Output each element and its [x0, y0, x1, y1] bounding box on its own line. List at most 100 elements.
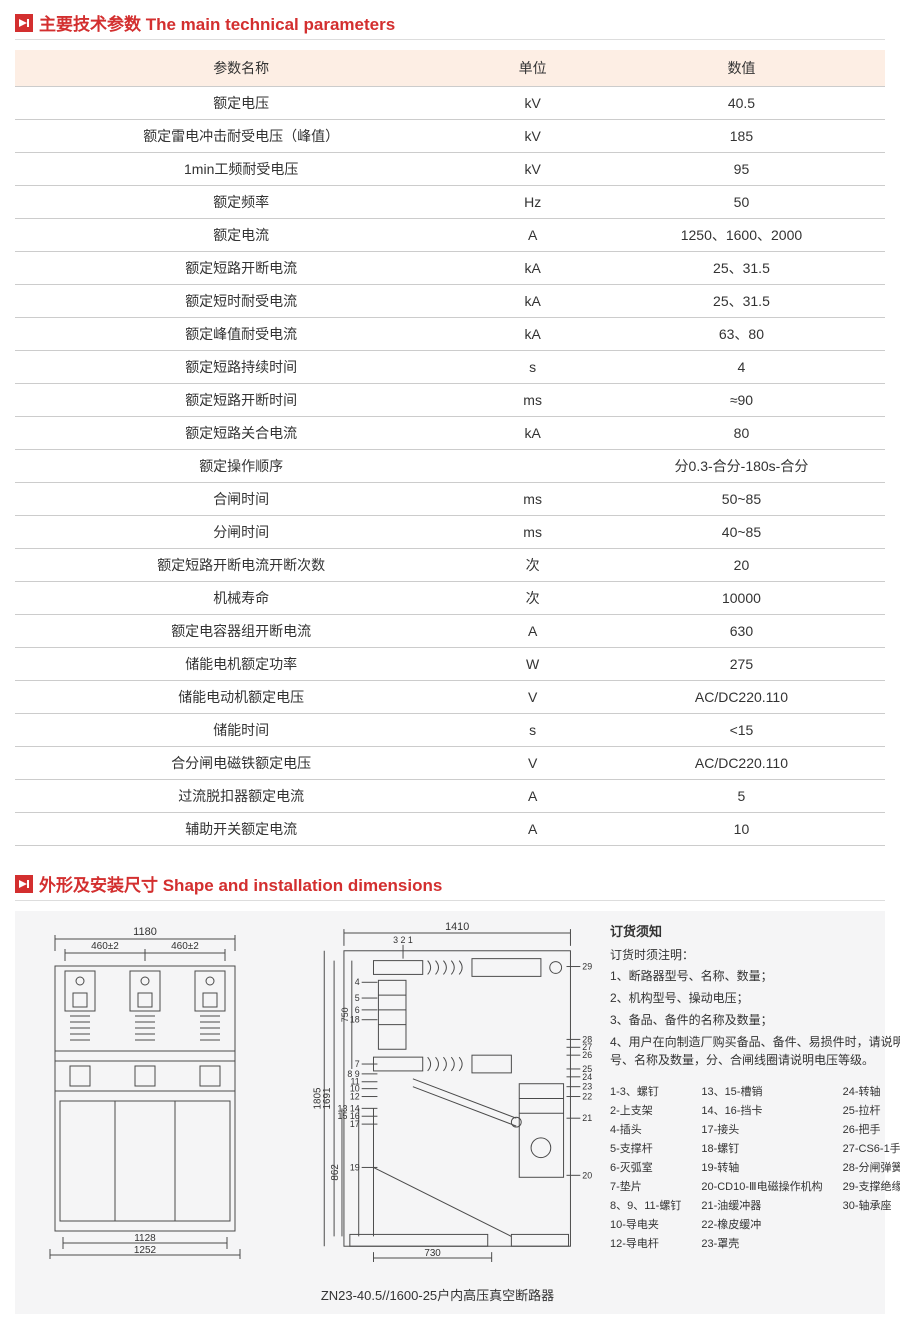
table-row: 储能电机额定功率W275 — [15, 648, 885, 681]
table-row: 额定操作顺序分0.3-合分-180s-合分 — [15, 450, 885, 483]
table-row: 分闸时间ms40~85 — [15, 516, 885, 549]
order-item: 3、备品、备件的名称及数量； — [610, 1011, 900, 1029]
cell-value: 95 — [598, 153, 885, 186]
svg-text:1691: 1691 — [322, 1088, 333, 1110]
parts-item: 17-接头 — [701, 1121, 822, 1137]
cell-unit: 次 — [467, 582, 598, 615]
cell-name: 额定雷电冲击耐受电压（峰值） — [15, 120, 467, 153]
parts-item: 8、9、11-螺钉 — [610, 1197, 681, 1213]
parts-item: 21-油缓冲器 — [701, 1197, 822, 1213]
cell-name: 额定短时耐受电流 — [15, 285, 467, 318]
svg-text:19: 19 — [350, 1162, 360, 1172]
cell-name: 机械寿命 — [15, 582, 467, 615]
svg-text:862: 862 — [330, 1164, 341, 1180]
svg-text:1410: 1410 — [445, 921, 469, 933]
parts-item: 6-灭弧室 — [610, 1159, 681, 1175]
cell-unit: A — [467, 219, 598, 252]
cell-value: 10000 — [598, 582, 885, 615]
table-row: 额定短路关合电流kA80 — [15, 417, 885, 450]
cell-name: 额定短路开断电流 — [15, 252, 467, 285]
cell-value: 275 — [598, 648, 885, 681]
table-row: 机械寿命次10000 — [15, 582, 885, 615]
drawing-side: 1410 — [275, 921, 600, 1304]
cell-name: 额定短路持续时间 — [15, 351, 467, 384]
cell-unit: Hz — [467, 186, 598, 219]
svg-text:12: 12 — [350, 1091, 360, 1101]
svg-text:5: 5 — [355, 993, 360, 1003]
cell-value: 20 — [598, 549, 885, 582]
cell-value: 10 — [598, 813, 885, 846]
cell-value: 50 — [598, 186, 885, 219]
order-items: 1、断路器型号、名称、数量；2、机构型号、操动电压；3、备品、备件的名称及数量；… — [610, 967, 900, 1069]
svg-text:20: 20 — [582, 1170, 592, 1180]
section2-header: 外形及安装尺寸 Shape and installation dimension… — [15, 871, 885, 901]
parts-item: 18-螺钉 — [701, 1140, 822, 1156]
cell-name: 合闸时间 — [15, 483, 467, 516]
table-row: 合分闸电磁铁额定电压VAC/DC220.110 — [15, 747, 885, 780]
cell-name: 额定电流 — [15, 219, 467, 252]
parts-item: 10-导电夹 — [610, 1216, 681, 1232]
chevron-icon — [15, 875, 33, 893]
cell-unit: ms — [467, 516, 598, 549]
th-name: 参数名称 — [15, 50, 467, 87]
order-subtitle: 订货时须注明： — [610, 946, 900, 963]
table-row: 额定峰值耐受电流kA63、80 — [15, 318, 885, 351]
cell-name: 额定短路开断电流开断次数 — [15, 549, 467, 582]
chevron-icon — [15, 14, 33, 32]
cell-name: 1min工频耐受电压 — [15, 153, 467, 186]
drawing-front: 1180 460±2 460±2 — [25, 921, 265, 1304]
parts-col1: 1-3、螺钉2-上支架4-插头5-支撑杆6-灭弧室7-垫片8、9、11-螺钉10… — [610, 1083, 681, 1254]
cell-value: 5 — [598, 780, 885, 813]
svg-text:1252: 1252 — [134, 1245, 157, 1256]
svg-text:24: 24 — [582, 1072, 592, 1082]
cell-value: 63、80 — [598, 318, 885, 351]
table-row: 额定短时耐受电流kA25、31.5 — [15, 285, 885, 318]
cell-unit: A — [467, 813, 598, 846]
table-header-row: 参数名称 单位 数值 — [15, 50, 885, 87]
parts-col2: 13、15-槽销14、16-挡卡17-接头18-螺钉19-转轴20-CD10-Ⅲ… — [701, 1083, 822, 1254]
svg-text:23: 23 — [582, 1082, 592, 1092]
table-row: 额定短路开断电流开断次数次20 — [15, 549, 885, 582]
parts-legend: 1-3、螺钉2-上支架4-插头5-支撑杆6-灭弧室7-垫片8、9、11-螺钉10… — [610, 1083, 900, 1254]
table-row: 储能时间s<15 — [15, 714, 885, 747]
cell-unit: kV — [467, 153, 598, 186]
cell-unit: ms — [467, 483, 598, 516]
table-row: 额定电流A1250、1600、2000 — [15, 219, 885, 252]
cell-name: 过流脱扣器额定电流 — [15, 780, 467, 813]
parts-item: 29-支撑绝缘子 — [843, 1178, 900, 1194]
svg-text:6: 6 — [355, 1005, 360, 1015]
cell-unit: kA — [467, 417, 598, 450]
cell-unit: 次 — [467, 549, 598, 582]
table-row: 额定雷电冲击耐受电压（峰值）kV185 — [15, 120, 885, 153]
cell-unit: ms — [467, 384, 598, 417]
table-row: 额定短路开断电流kA25、31.5 — [15, 252, 885, 285]
parts-item: 27-CS6-1手操机构 — [843, 1140, 900, 1156]
cell-unit: kA — [467, 285, 598, 318]
cell-name: 额定电压 — [15, 87, 467, 120]
cell-value: 40.5 — [598, 87, 885, 120]
section1-title: 主要技术参数 The main technical parameters — [39, 10, 395, 35]
svg-text:21: 21 — [582, 1113, 592, 1123]
parts-item: 4-插头 — [610, 1121, 681, 1137]
table-row: 辅助开关额定电流A10 — [15, 813, 885, 846]
table-row: 储能电动机额定电压VAC/DC220.110 — [15, 681, 885, 714]
table-row: 额定电压kV40.5 — [15, 87, 885, 120]
parts-item: 20-CD10-Ⅲ电磁操作机构 — [701, 1178, 822, 1194]
cell-value: 630 — [598, 615, 885, 648]
cell-value: 185 — [598, 120, 885, 153]
cell-name: 储能电机额定功率 — [15, 648, 467, 681]
order-item: 4、用户在向制造厂购买备品、备件、易损件时，请说明代号、名称及数量，分、合闸线圈… — [610, 1033, 900, 1069]
parts-item: 22-橡皮缓冲 — [701, 1216, 822, 1232]
cell-value: 4 — [598, 351, 885, 384]
table-row: 额定短路持续时间s4 — [15, 351, 885, 384]
cell-value: 25、31.5 — [598, 285, 885, 318]
order-title: 订货须知 — [610, 921, 900, 940]
cell-value: 50~85 — [598, 483, 885, 516]
svg-text:3 2 1: 3 2 1 — [393, 935, 413, 945]
parts-item: 19-转轴 — [701, 1159, 822, 1175]
cell-unit: A — [467, 780, 598, 813]
dimensions-section: 1180 460±2 460±2 — [15, 911, 885, 1314]
cell-value: 40~85 — [598, 516, 885, 549]
cell-unit: V — [467, 747, 598, 780]
cell-name: 辅助开关额定电流 — [15, 813, 467, 846]
